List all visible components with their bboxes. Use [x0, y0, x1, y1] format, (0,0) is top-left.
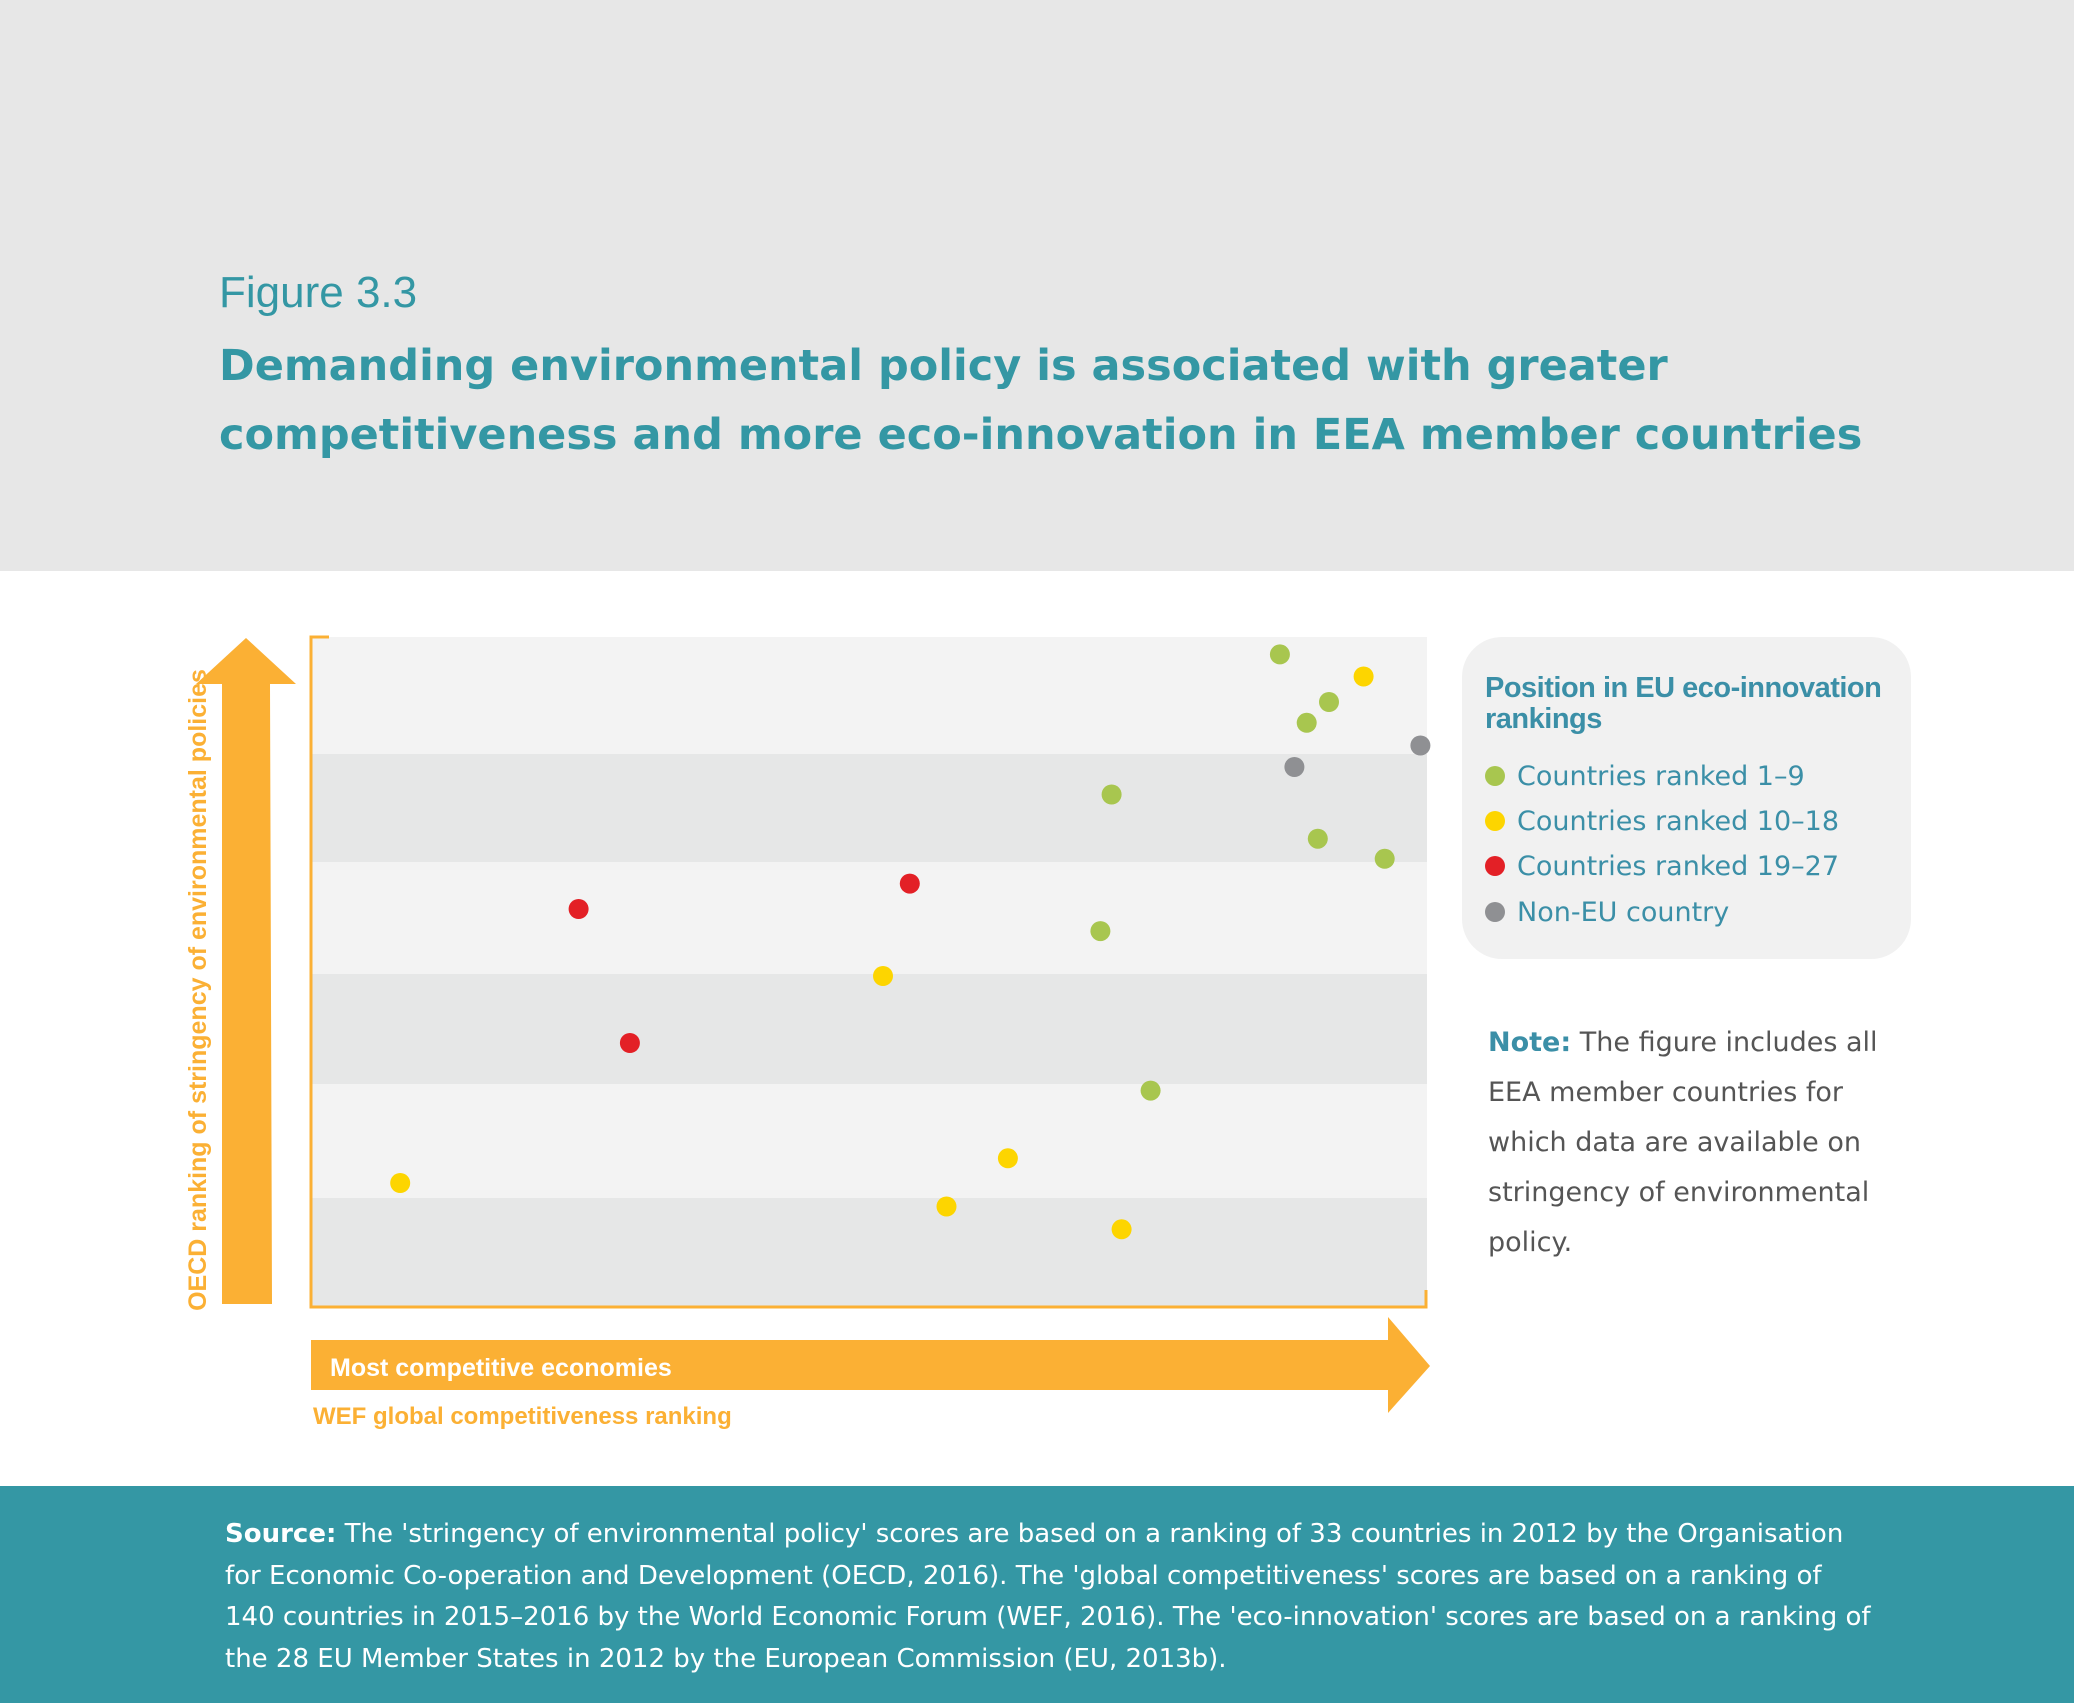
y-arrow-shape: [196, 638, 296, 1304]
data-point-series-1: [1307, 828, 1328, 849]
note-label: Note:: [1488, 1027, 1572, 1058]
grid-band: [311, 862, 1427, 974]
legend-label: Countries ranked 19–27: [1517, 850, 1840, 882]
data-point-series-2: [390, 1173, 411, 1193]
data-point-series-1: [1101, 784, 1122, 805]
x-axis-arrow: Most competitive economies WEF global co…: [311, 1317, 1430, 1430]
x-arrow-shape: [311, 1317, 1430, 1413]
grid-band: [311, 1198, 1427, 1307]
x-axis-label: WEF global competitiveness ranking: [313, 1403, 732, 1430]
data-point-series-1: [1140, 1080, 1161, 1101]
source-footer: Source: The 'stringency of environmental…: [0, 1486, 2074, 1703]
figure-label: Figure 3.3: [219, 268, 418, 317]
data-point-series-3: [899, 873, 920, 894]
data-point-series-3: [619, 1033, 640, 1053]
figure-header: Figure 3.3 Demanding environmental polic…: [0, 0, 2074, 571]
data-point-series-2: [936, 1196, 957, 1217]
legend-item: Non-EU country: [1485, 892, 1729, 932]
grid-band: [311, 637, 1427, 754]
data-point-series-2: [1353, 666, 1374, 687]
grid-band: [311, 974, 1427, 1084]
legend-dot-green: [1485, 766, 1505, 786]
data-point-series-2: [1111, 1219, 1132, 1240]
legend-label: Countries ranked 1–9: [1517, 760, 1805, 792]
data-point-series-1: [1090, 921, 1111, 942]
source-text-block: Source: The 'stringency of environmental…: [225, 1514, 1875, 1680]
y-axis-label: OECD ranking of stringency of environmen…: [184, 669, 212, 1311]
figure-note: Note: The figure includes all EEA member…: [1488, 1018, 1908, 1268]
data-point-series-1: [1296, 712, 1317, 733]
data-point-series-2: [873, 966, 893, 986]
plot-frame: [309, 635, 1428, 1309]
data-point-series-1: [1374, 848, 1395, 869]
data-point-series-2: [997, 1148, 1018, 1169]
legend-item: Countries ranked 19–27: [1485, 846, 1839, 886]
data-point-series-4: [1284, 757, 1305, 777]
legend-label: Countries ranked 10–18: [1517, 805, 1840, 837]
legend-item: Countries ranked 1–9: [1485, 756, 1805, 796]
data-point-series-1: [1319, 692, 1339, 712]
legend-title: Position in EU eco-innovation rankings: [1485, 672, 1882, 735]
legend-item: Countries ranked 10–18: [1485, 801, 1839, 841]
x-arrow-label: Most competitive economies: [330, 1354, 672, 1382]
legend-dot-red: [1485, 856, 1505, 876]
grid-band: [311, 754, 1427, 862]
legend: Position in EU eco-innovation rankings C…: [1462, 637, 1911, 959]
figure-title: Demanding environmental policy is associ…: [219, 341, 1863, 460]
note-text: The figure includes all EEA member count…: [1488, 1027, 1878, 1258]
source-label: Source:: [225, 1519, 337, 1549]
y-axis-arrow: OECD ranking of stringency of environmen…: [184, 638, 296, 1311]
data-point-series-3: [568, 899, 589, 919]
legend-dot-yellow: [1485, 811, 1505, 831]
legend-label: Non-EU country: [1517, 896, 1730, 928]
data-point-series-4: [1410, 735, 1431, 756]
grid-band: [311, 1084, 1427, 1198]
data-point-series-1: [1269, 644, 1290, 665]
grid-bands: [311, 637, 1427, 1307]
legend-dot-gray: [1485, 902, 1505, 922]
scatter-chart: OECD ranking of stringency of environmen…: [184, 635, 1431, 1430]
data-points: [390, 644, 1431, 1240]
source-text: The 'stringency of environmental policy'…: [225, 1519, 1871, 1674]
